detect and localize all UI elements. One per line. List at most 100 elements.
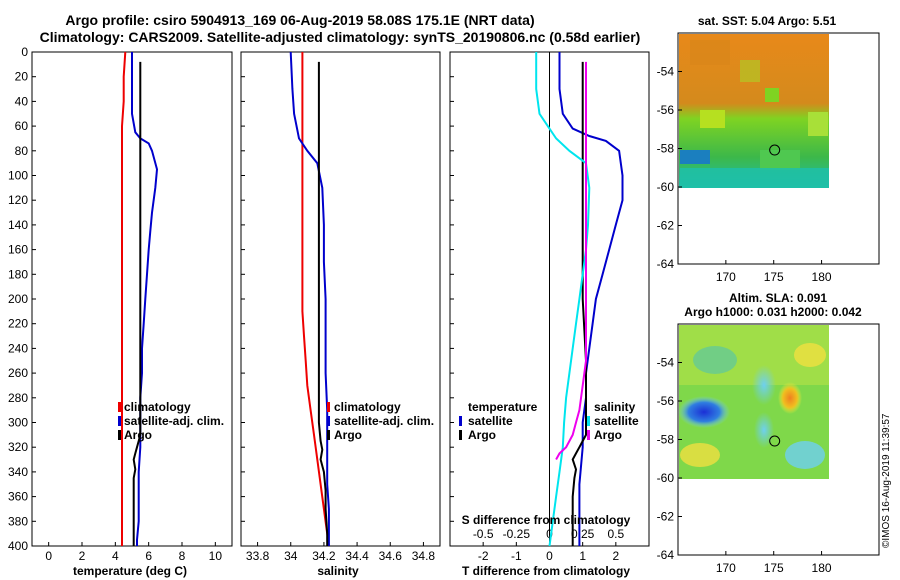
sst-map-ticks: 170 175 180 -54 -56 -58 -60 -62 -64	[657, 65, 832, 285]
depth-tick-label: 40	[15, 94, 29, 108]
series-climatology	[301, 52, 330, 547]
depth-axis: 0 20 40 60 80 100 120 140 160 180 200 220 240 260 280 3…	[8, 45, 454, 553]
temperature-axes	[31, 51, 233, 547]
salinity-diff-legend: salinity satellite Argo	[587, 400, 639, 442]
sla-patch	[785, 441, 825, 469]
legend-swatch-climatology	[118, 402, 121, 412]
x-tick-label: 0	[546, 549, 553, 563]
difference-xlabel: T difference from climatology	[462, 564, 630, 578]
sst-map-field	[679, 34, 829, 188]
map-y-tick-label: -54	[657, 65, 675, 79]
sla-map-subtitle: Argo h1000: 0.031 h2000: 0.042	[684, 305, 862, 319]
sla-argo-marker	[769, 435, 781, 447]
depth-tick-label: 200	[8, 292, 28, 306]
difference-plot: -2 -1 0 1 2 -0.5 -0.25 0 0.25 0.5	[473, 52, 624, 563]
sla-patch	[794, 343, 826, 367]
difference-xlabel-salinity: S difference from climatology	[462, 513, 631, 527]
depth-tick-label: 220	[8, 317, 28, 331]
salinity-plot: 33.8 34 34.2 34.4 34.6 34.8	[246, 51, 435, 563]
legend-label-argo: Argo	[334, 428, 362, 442]
depth-tick-label: 20	[15, 70, 29, 84]
sst-patch	[700, 110, 725, 128]
sst-map: sat. SST: 5.04 Argo: 5.51 170 175 180 -54 -5…	[657, 14, 880, 285]
sst-patch	[680, 168, 829, 188]
s-tick-label: -0.25	[503, 527, 531, 541]
depth-tick-label: 320	[8, 440, 28, 454]
s-tick-label: -0.5	[473, 527, 494, 541]
x-tick-label: 1	[579, 549, 586, 563]
map-x-tick-label: 175	[764, 270, 784, 284]
legend-swatch-argo	[327, 430, 330, 440]
sla-map-title: Altim. SLA: 0.091	[729, 291, 827, 305]
depth-tick-label: 0	[21, 45, 28, 59]
temperature-panel: 0 2 4 6 8 10 temperature (deg C) climatology …	[31, 51, 233, 578]
legend-title-salinity: salinity	[594, 400, 636, 414]
legend-label-climatology: climatology	[124, 400, 191, 414]
salinity-axes	[240, 51, 441, 547]
map-x-tick-label: 175	[764, 561, 784, 575]
x-tick-label: 34.4	[345, 549, 369, 563]
series-s-argo	[555, 61, 587, 460]
x-tick-label: 33.8	[246, 549, 270, 563]
difference-panel: -2 -1 0 1 2 -0.5 -0.25 0 0.25 0.5 T difference fr…	[449, 51, 650, 578]
series-climatology	[121, 51, 127, 546]
series-t-satellite	[558, 52, 624, 546]
depth-tick-label: 360	[8, 490, 28, 504]
map-y-tick-label: -60	[657, 180, 675, 194]
depth-tick-label: 380	[8, 514, 28, 528]
depth-tick-label: 240	[8, 341, 28, 355]
depth-tick-label: 60	[15, 119, 29, 133]
sst-patch	[680, 150, 710, 164]
s-tick-label: 0.5	[607, 527, 624, 541]
x-tick-label: 4	[112, 549, 119, 563]
legend-label-satellite: satellite-adj. clim.	[124, 414, 224, 428]
legend-label-argo: Argo	[468, 428, 496, 442]
depth-tick-label: 120	[8, 193, 28, 207]
chart-subtitle: Climatology: CARS2009. Satellite-adjuste…	[40, 29, 641, 45]
x-tick-label: 8	[179, 549, 186, 563]
sst-patch	[690, 40, 730, 65]
legend-title-temperature: temperature	[468, 400, 538, 414]
sla-map-field	[678, 325, 829, 479]
depth-tick-label: 280	[8, 391, 28, 405]
legend-label-argo: Argo	[124, 428, 152, 442]
salinity-xlabel: salinity	[317, 564, 359, 578]
x-tick-label: 0	[45, 549, 52, 563]
sla-blob-low	[678, 396, 730, 428]
map-x-tick-label: 180	[812, 270, 832, 284]
temperature-diff-legend: temperature satellite Argo	[459, 400, 538, 442]
map-y-tick-label: -58	[657, 142, 675, 156]
salinity-panel: 33.8 34 34.2 34.4 34.6 34.8 salinity climatol…	[240, 51, 441, 578]
depth-tick-label: 180	[8, 267, 28, 281]
s-tick-label: 0.25	[571, 527, 595, 541]
series-argo	[132, 61, 142, 546]
salinity-legend: climatology satellite-adj. clim. Argo	[327, 400, 434, 442]
depth-tick-label: 100	[8, 169, 28, 183]
map-y-tick-label: -56	[657, 394, 675, 408]
series-s-satellite	[535, 52, 591, 547]
sla-blob-low	[752, 365, 776, 405]
depth-tick-label: 80	[15, 144, 29, 158]
x-tick-label: 34.6	[379, 549, 403, 563]
map-y-tick-label: -54	[657, 356, 675, 370]
temperature-legend: climatology satellite-adj. clim. Argo	[118, 400, 224, 442]
sst-patch	[760, 150, 800, 170]
sla-blob-low	[754, 412, 774, 448]
sla-map-ticks: 170 175 180 -54 -56 -58 -60 -62 -64	[657, 356, 832, 576]
map-y-tick-label: -60	[657, 471, 675, 485]
legend-label-satellite: satellite-adj. clim.	[334, 414, 434, 428]
legend-swatch-satellite	[327, 416, 330, 426]
temperature-plot: 0 2 4 6 8 10	[45, 51, 222, 563]
map-y-tick-label: -56	[657, 103, 675, 117]
chart-title: Argo profile: csiro 5904913_169 06-Aug-2…	[65, 12, 534, 28]
legend-label-satellite: satellite	[468, 414, 513, 428]
map-y-tick-label: -62	[657, 510, 675, 524]
sla-patch	[693, 346, 737, 374]
legend-swatch-argo	[587, 430, 590, 440]
depth-tick-label: 300	[8, 416, 28, 430]
temperature-xlabel: temperature (deg C)	[73, 564, 187, 578]
x-tick-label: 2	[79, 549, 86, 563]
map-x-tick-label: 170	[716, 270, 736, 284]
legend-swatch-satellite	[459, 416, 462, 426]
